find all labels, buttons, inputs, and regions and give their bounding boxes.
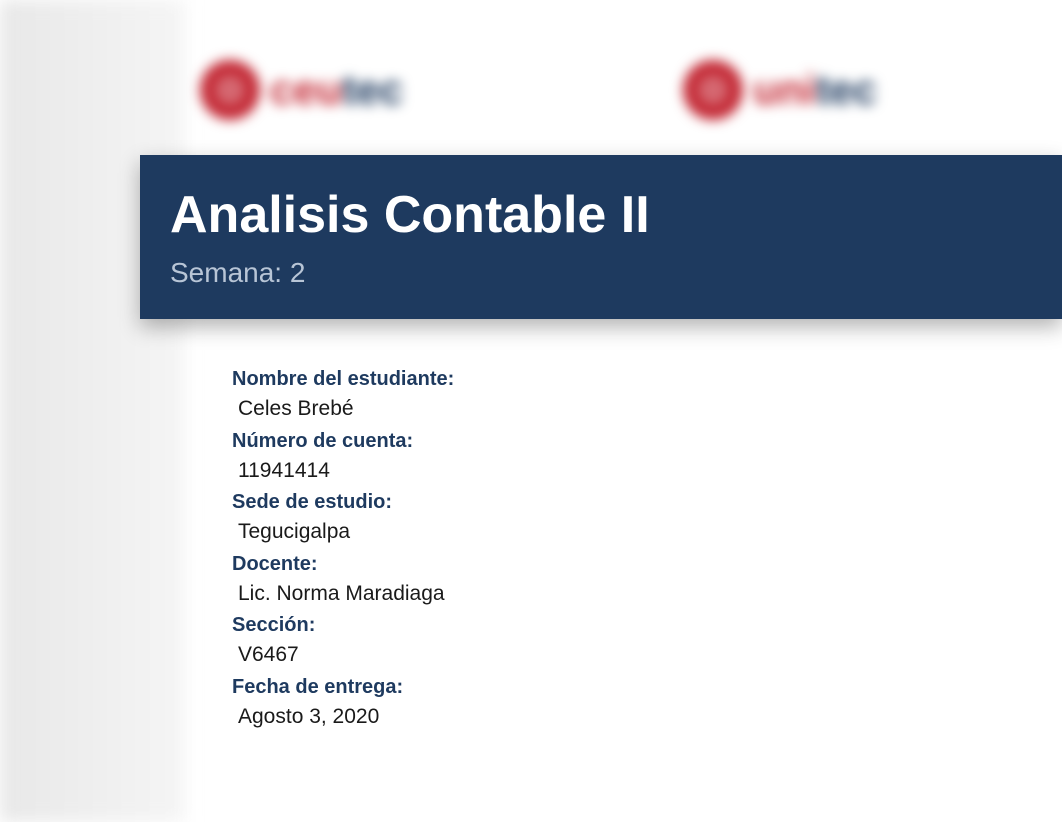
- account-number-label: Número de cuenta:: [232, 427, 454, 455]
- section-label: Sección:: [232, 611, 454, 639]
- logo-text-suffix: tec: [342, 66, 403, 113]
- week-subtitle: Semana: 2: [170, 257, 1042, 289]
- section-value: V6467: [238, 639, 454, 671]
- campus-row: Sede de estudio: Tegucigalpa: [232, 488, 454, 548]
- due-date-value: Agosto 3, 2020: [238, 701, 454, 733]
- logo-unitec-icon: [683, 60, 743, 120]
- logo-unitec: unitec: [683, 40, 877, 140]
- student-name-label: Nombre del estudiante:: [232, 365, 454, 393]
- logo-ceutec-text: ceutec: [270, 66, 403, 114]
- logo-unitec-text: unitec: [753, 66, 877, 114]
- logo-text-suffix: tec: [816, 66, 877, 113]
- teacher-value: Lic. Norma Maradiaga: [238, 578, 454, 610]
- teacher-label: Docente:: [232, 550, 454, 578]
- due-date-row: Fecha de entrega: Agosto 3, 2020: [232, 673, 454, 733]
- student-name-value: Celes Brebé: [238, 393, 454, 425]
- sidebar-shadow: [0, 0, 185, 822]
- campus-label: Sede de estudio:: [232, 488, 454, 516]
- title-banner: Analisis Contable II Semana: 2: [140, 155, 1062, 319]
- student-info-section: Nombre del estudiante: Celes Brebé Númer…: [232, 365, 454, 734]
- account-number-value: 11941414: [238, 455, 454, 487]
- logos-container: ceutec unitec: [200, 40, 1042, 140]
- course-title: Analisis Contable II: [170, 185, 1042, 245]
- teacher-row: Docente: Lic. Norma Maradiaga: [232, 550, 454, 610]
- campus-value: Tegucigalpa: [238, 516, 454, 548]
- logo-text-prefix: ceu: [270, 66, 342, 113]
- section-row: Sección: V6467: [232, 611, 454, 671]
- account-number-row: Número de cuenta: 11941414: [232, 427, 454, 487]
- logo-ceutec-icon: [200, 60, 260, 120]
- student-name-row: Nombre del estudiante: Celes Brebé: [232, 365, 454, 425]
- logo-text-prefix: uni: [753, 66, 816, 113]
- logo-ceutec: ceutec: [200, 40, 403, 140]
- due-date-label: Fecha de entrega:: [232, 673, 454, 701]
